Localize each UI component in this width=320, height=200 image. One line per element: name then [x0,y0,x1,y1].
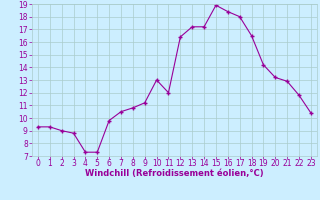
X-axis label: Windchill (Refroidissement éolien,°C): Windchill (Refroidissement éolien,°C) [85,169,264,178]
